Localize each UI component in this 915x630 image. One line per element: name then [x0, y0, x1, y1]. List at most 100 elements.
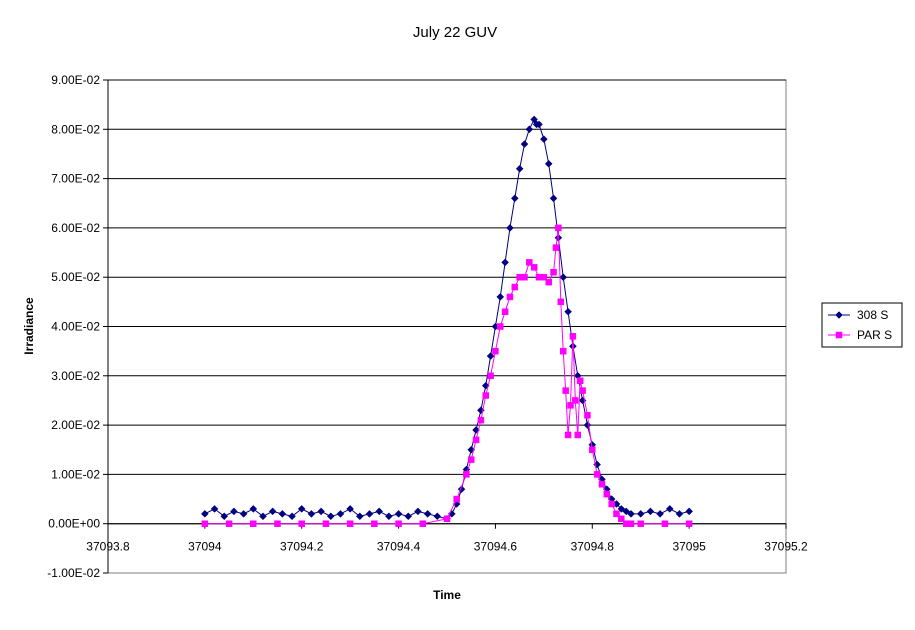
legend-label: 308 S	[857, 308, 888, 322]
data-point	[201, 509, 209, 518]
legend-label: PAR S	[857, 328, 892, 342]
data-point	[535, 120, 543, 129]
data-point	[589, 446, 596, 453]
data-point	[268, 507, 277, 516]
x-tick-label: 37094.6	[474, 540, 518, 554]
data-point	[225, 520, 233, 527]
data-point	[685, 507, 693, 516]
x-tick-label: 37094	[188, 540, 222, 554]
legend: 308 S PAR S	[821, 302, 903, 348]
data-point	[506, 224, 514, 232]
data-point	[613, 510, 620, 518]
data-point	[496, 293, 505, 301]
data-point	[443, 515, 451, 523]
data-point	[564, 307, 572, 316]
data-point	[510, 194, 519, 203]
data-point	[557, 298, 565, 306]
data-point	[511, 283, 519, 291]
data-point	[326, 512, 335, 521]
data-point	[618, 515, 625, 523]
legend-items: 308 S PAR S	[828, 308, 892, 342]
data-point	[472, 436, 480, 444]
legend-marker	[835, 311, 843, 319]
legend-marker	[835, 331, 843, 339]
y-axis: -1.00E-02 0.00E+00 1.00E-02 2.00E-02 3.00E-0…	[47, 73, 109, 580]
data-point	[552, 244, 560, 251]
series-1	[201, 224, 693, 527]
y-tick-label: 7.00E-02	[51, 172, 100, 186]
y-axis-label: Irradiance	[22, 297, 36, 355]
data-point	[608, 500, 615, 508]
y-tick-label: 2.00E-02	[51, 418, 100, 432]
data-point	[665, 505, 674, 513]
data-point	[250, 520, 257, 527]
y-tick-label: 4.00E-02	[51, 320, 100, 334]
data-point	[545, 278, 552, 286]
data-point	[355, 512, 364, 521]
data-point	[584, 411, 591, 419]
y-tick-label: 9.00E-02	[51, 73, 100, 87]
data-point	[637, 520, 644, 527]
data-point	[259, 512, 267, 521]
data-point	[550, 269, 557, 276]
data-point	[598, 481, 606, 488]
data-point	[288, 512, 296, 521]
data-point	[515, 164, 524, 173]
data-point	[540, 135, 548, 144]
data-point	[555, 224, 562, 232]
data-point	[492, 347, 499, 355]
series-layer	[201, 115, 693, 527]
y-tick-label: 0.00E+00	[48, 517, 100, 531]
data-point	[423, 509, 432, 518]
data-point	[336, 509, 345, 518]
data-point	[482, 392, 489, 399]
data-point	[298, 520, 305, 527]
data-point	[375, 507, 384, 516]
data-point	[576, 377, 584, 384]
data-point	[675, 509, 684, 518]
data-point	[297, 505, 306, 513]
x-tick-label: 37093.8	[86, 540, 130, 554]
data-point	[562, 387, 569, 394]
data-point	[549, 194, 558, 203]
data-point	[210, 505, 219, 513]
data-point	[530, 264, 538, 271]
data-point	[346, 520, 354, 527]
x-tick-label: 37094.8	[571, 540, 615, 554]
data-point	[201, 520, 209, 527]
data-point	[567, 402, 574, 409]
chart-title: July 22 GUV	[413, 24, 497, 41]
data-point	[487, 372, 494, 380]
data-point	[627, 520, 635, 527]
y-tick-label: 8.00E-02	[51, 122, 100, 136]
data-point	[520, 140, 529, 148]
data-point	[656, 509, 664, 518]
data-point	[579, 387, 586, 394]
data-point	[661, 520, 669, 527]
data-point	[506, 293, 514, 301]
y-tick-label: 5.00E-02	[51, 270, 100, 284]
y-tick-label: 1.00E-02	[51, 467, 100, 481]
x-tick-label: 37095.2	[764, 540, 808, 554]
data-point	[559, 347, 567, 355]
y-tick-label: -1.00E-02	[47, 566, 100, 580]
data-point	[544, 159, 553, 168]
data-point	[685, 520, 693, 527]
data-point	[559, 273, 568, 282]
data-point	[414, 507, 422, 516]
data-point	[385, 512, 393, 521]
data-point	[526, 259, 533, 266]
legend-box	[821, 302, 903, 348]
data-point	[278, 509, 287, 518]
data-point	[249, 505, 258, 513]
data-point	[501, 308, 509, 315]
data-point	[322, 520, 330, 527]
data-point	[569, 333, 577, 340]
y-tick-label: 6.00E-02	[51, 221, 100, 235]
x-axis-label: Time	[433, 588, 461, 602]
data-point	[540, 273, 548, 281]
data-point	[317, 507, 325, 516]
y-tick-label: 3.00E-02	[51, 369, 100, 383]
